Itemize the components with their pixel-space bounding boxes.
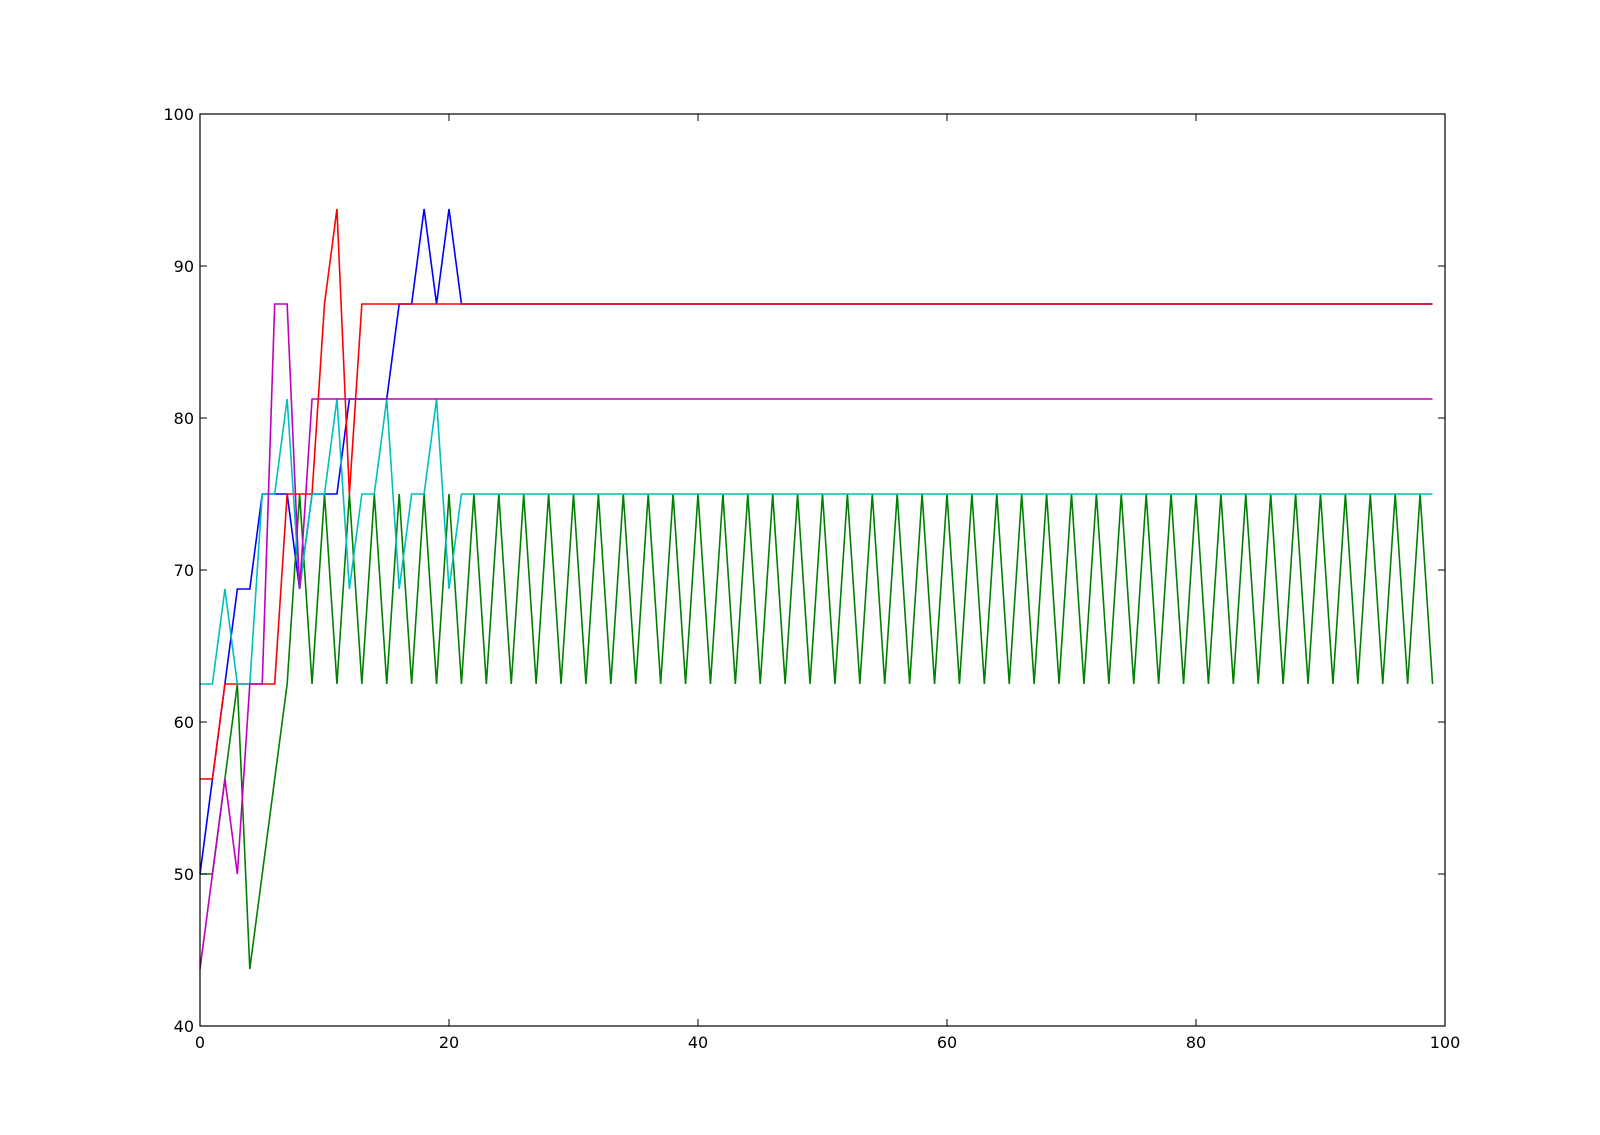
x-tick-label-20: 20: [439, 1033, 459, 1052]
x-tick-label-0: 0: [195, 1033, 205, 1052]
y-tick-label-100: 100: [163, 105, 194, 124]
series-line-2: [200, 493, 1434, 970]
y-tick-label-80: 80: [174, 409, 194, 428]
x-tick-label-40: 40: [688, 1033, 708, 1052]
series-line-5: [199, 303, 1433, 970]
series-layer: [199, 208, 1434, 970]
y-tick-label-70: 70: [174, 561, 194, 580]
y-tick-label-60: 60: [174, 713, 194, 732]
x-tick-label-100: 100: [1430, 1033, 1461, 1052]
series-line-4: [200, 398, 1433, 685]
series-line-3: [200, 208, 1433, 780]
x-tick-label-60: 60: [937, 1033, 957, 1052]
y-tick-label-40: 40: [174, 1017, 194, 1036]
y-tick-label-50: 50: [174, 865, 194, 884]
y-tick-label-90: 90: [174, 257, 194, 276]
x-tick-label-80: 80: [1186, 1033, 1206, 1052]
axis-layer: 0 20 40 60 80 100 40 50 60 70 80 90 100: [163, 105, 1460, 1052]
